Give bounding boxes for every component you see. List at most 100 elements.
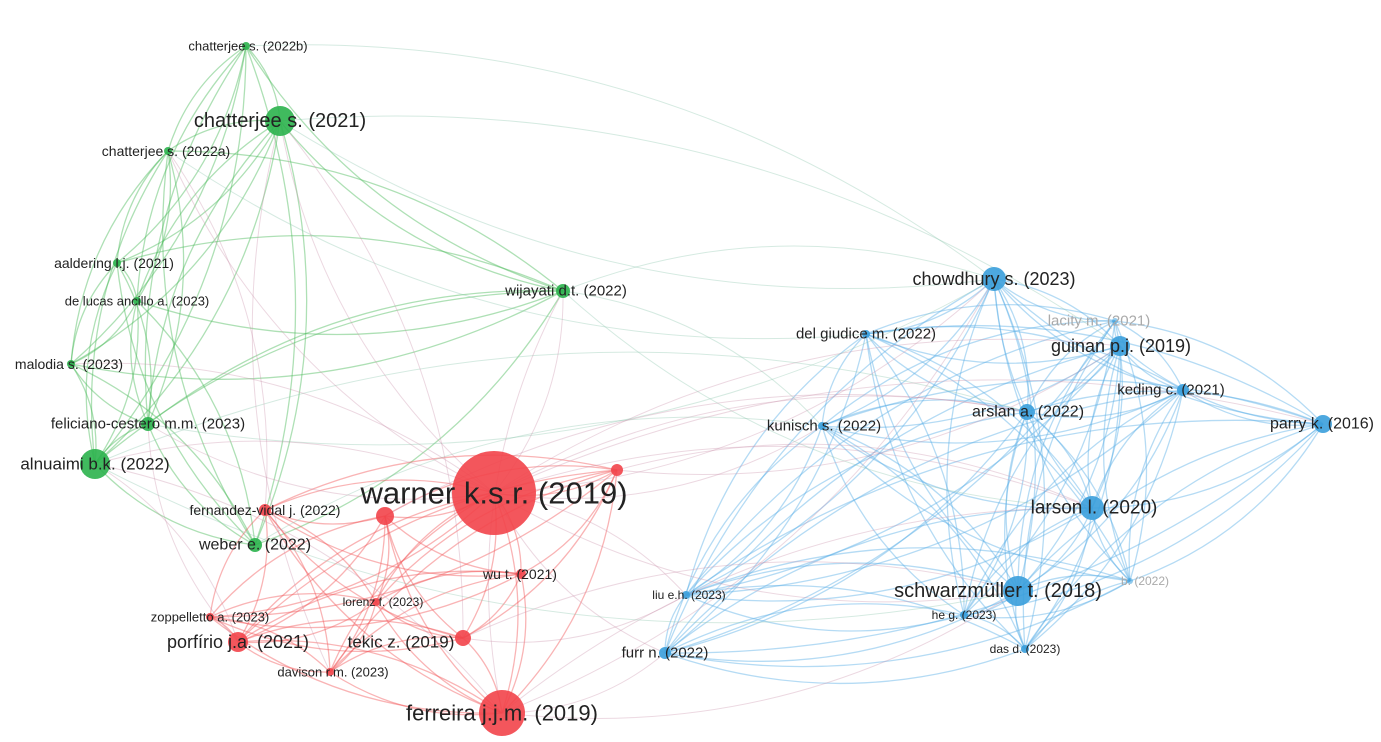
node-wu-2021[interactable] xyxy=(516,569,526,579)
node-label-schwarzmuller-2018: schwarzmüller t. (2018) xyxy=(894,580,1102,602)
edge xyxy=(147,423,256,546)
edge xyxy=(963,345,1121,616)
edge xyxy=(1017,389,1184,592)
node-warner-2019[interactable] xyxy=(452,451,536,535)
node-he-2023[interactable] xyxy=(960,611,968,619)
node-chatterjee-2022b[interactable] xyxy=(242,42,250,50)
edge xyxy=(1128,389,1184,582)
node-del-giudice-2022[interactable] xyxy=(862,330,870,338)
edge xyxy=(375,601,464,639)
node-larson-2020[interactable] xyxy=(1080,496,1104,520)
edge xyxy=(685,562,1019,596)
node-label-wijayati-2022: wijayati d.t. (2022) xyxy=(504,283,627,300)
node-fernandez-2022[interactable] xyxy=(259,504,271,516)
node-kunisch-2022[interactable] xyxy=(818,422,826,430)
edge xyxy=(821,425,1131,582)
node-wijayati-2022[interactable] xyxy=(556,284,570,298)
node-guinan-2019[interactable] xyxy=(1110,336,1130,356)
edge xyxy=(329,515,386,673)
node-label-fernandez-2022: fernandez-vidal j. (2022) xyxy=(190,502,341,518)
node-red-faint[interactable] xyxy=(611,464,623,476)
edge xyxy=(167,150,564,292)
node-keding-2021[interactable] xyxy=(1177,384,1189,396)
edge xyxy=(237,641,331,673)
node-das-2023[interactable] xyxy=(1021,645,1029,653)
edge xyxy=(237,601,377,644)
node-chatterjee-2021[interactable] xyxy=(265,106,295,136)
node-lacity-2021[interactable] xyxy=(1112,318,1118,324)
edge xyxy=(993,278,1036,592)
node-red-hidden[interactable] xyxy=(376,507,394,525)
node-liu-2023[interactable] xyxy=(682,591,690,599)
node-chowdhury-2023[interactable] xyxy=(982,267,1006,291)
edge xyxy=(1005,411,1028,592)
edge xyxy=(384,515,522,575)
node-chatterjee-2022a[interactable] xyxy=(164,147,172,155)
edge xyxy=(1119,345,1324,425)
edge xyxy=(685,345,1121,596)
node-lorenz[interactable] xyxy=(372,598,380,606)
edge xyxy=(963,411,1028,616)
edge xyxy=(493,425,823,500)
edge xyxy=(167,45,247,152)
edge xyxy=(329,636,464,673)
edge xyxy=(946,278,995,616)
edge xyxy=(1114,320,1324,425)
node-davison-2023[interactable] xyxy=(326,668,334,676)
node-arslan-2022[interactable] xyxy=(1019,404,1035,420)
node-feliciano-2023[interactable] xyxy=(141,417,155,431)
node-delucas-2023[interactable] xyxy=(133,297,141,305)
labels-layer: chatterjee s. (2022b) chatterjee s. (2021… xyxy=(15,39,1374,726)
edge xyxy=(94,120,281,465)
edge xyxy=(865,303,1116,335)
edge xyxy=(116,45,247,264)
node-tekic-2019[interactable] xyxy=(455,630,471,646)
edge xyxy=(963,320,1116,616)
node-label-kunisch-2022: kunisch s. (2022) xyxy=(767,418,881,435)
node-schwarzmuller-2018[interactable] xyxy=(1003,576,1033,606)
node-weber-2022[interactable] xyxy=(248,538,262,552)
node-ferreira-2019[interactable] xyxy=(479,690,525,736)
edge xyxy=(254,120,308,546)
node-label-furr-2022: furr n. (2022) xyxy=(622,645,709,662)
edge xyxy=(264,509,386,525)
node-blue-faint[interactable] xyxy=(1127,578,1133,584)
edge xyxy=(1026,411,1131,582)
edge xyxy=(821,379,1324,427)
node-porfirio-2021[interactable] xyxy=(228,632,248,652)
edge xyxy=(279,120,564,292)
node-label-del-giudice-2022: del giudice m. (2022) xyxy=(796,326,936,343)
node-malodia-2023[interactable] xyxy=(67,360,75,368)
edge xyxy=(70,363,256,546)
edge xyxy=(94,463,1019,624)
edge xyxy=(664,580,1131,668)
edge xyxy=(821,389,1184,444)
node-label-guinan-2019: guinan p.j. (2019) xyxy=(1051,336,1191,356)
edge xyxy=(685,584,1026,650)
edge xyxy=(209,592,377,618)
node-aaldering-2021[interactable] xyxy=(113,259,121,267)
node-furr-2022[interactable] xyxy=(659,647,671,659)
edge xyxy=(1026,345,1121,413)
node-label-chatterjee-2022b: chatterjee s. (2022b) xyxy=(188,39,307,54)
node-label-davison-2023: davison r.m. (2023) xyxy=(277,665,388,680)
node-label-warner-2019: warner k.s.r. (2019) xyxy=(359,476,627,511)
node-alnuaimi-2022[interactable] xyxy=(80,449,110,479)
edge xyxy=(70,362,495,494)
node-label-malodia-2023: malodia s. (2023) xyxy=(15,356,123,372)
edge xyxy=(94,463,503,714)
node-parry-2016[interactable] xyxy=(1314,415,1332,433)
edge xyxy=(501,469,618,714)
edge xyxy=(493,379,1324,494)
node-label-weber-2022: weber e. (2022) xyxy=(198,537,311,554)
node-label-tekic-2019: tekic z. (2019) xyxy=(348,633,455,652)
edge xyxy=(493,492,1019,603)
edge xyxy=(685,507,1093,602)
edge xyxy=(1114,320,1184,391)
edge xyxy=(821,425,1026,650)
node-zoppelletto-2023[interactable] xyxy=(206,613,214,621)
edge xyxy=(821,399,1028,427)
edge xyxy=(685,320,1116,596)
node-label-keding-2021: keding c. (2021) xyxy=(1117,382,1225,399)
edge xyxy=(116,150,169,264)
